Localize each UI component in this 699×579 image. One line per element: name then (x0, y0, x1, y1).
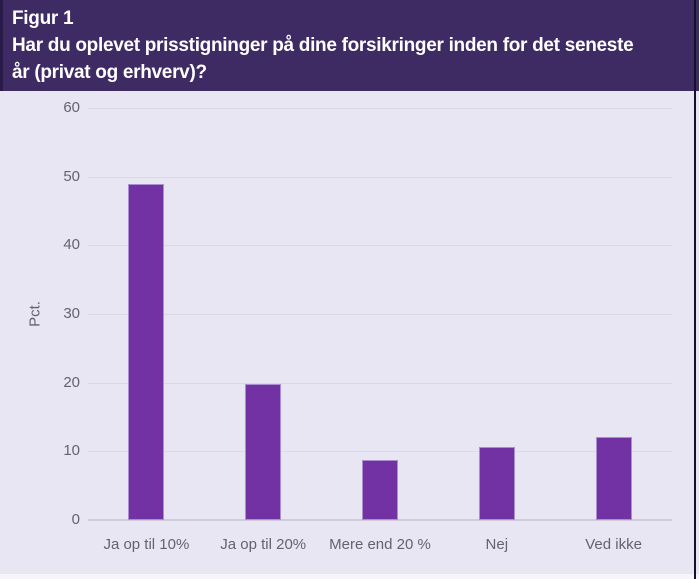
y-tick-label: 0 (71, 511, 80, 528)
bar-5 (595, 436, 632, 520)
y-tick-label: 40 (63, 236, 80, 254)
x-axis-line (88, 519, 672, 521)
figure-header: Figur 1 Har du oplevet prisstigninger på… (0, 0, 699, 91)
gridline (88, 176, 672, 178)
x-tick-label: Nej (485, 536, 509, 553)
figure-number: Figur 1 (12, 8, 74, 29)
y-tick-label: 10 (63, 442, 80, 460)
x-tick-label: Ved ikke (585, 536, 642, 553)
window-border-right (694, 0, 696, 579)
y-tick-label: 20 (63, 373, 80, 391)
gridline (88, 314, 672, 315)
gridline (88, 108, 672, 109)
x-tick-label: Ja op til 20% (220, 536, 307, 553)
x-tick-label: Mere end 20 % (329, 536, 431, 553)
y-tick-label: 50 (63, 167, 80, 185)
gridline (88, 245, 672, 247)
gridline (88, 451, 672, 453)
x-tick-label: Ja op til 10% (103, 536, 190, 553)
y-tick-label: 30 (63, 305, 80, 322)
y-tick-label: 60 (63, 99, 80, 116)
gridline (88, 382, 672, 384)
bar-2 (245, 384, 282, 520)
bottom-strip (0, 574, 699, 579)
bar-4 (478, 447, 515, 520)
bar-3 (362, 460, 398, 520)
figure-title-line-1: Har du oplevet prisstigninger på dine fo… (12, 35, 634, 56)
bar-1 (128, 184, 165, 520)
figure-title-line-2: år (privat og erhverv)? (12, 62, 207, 83)
